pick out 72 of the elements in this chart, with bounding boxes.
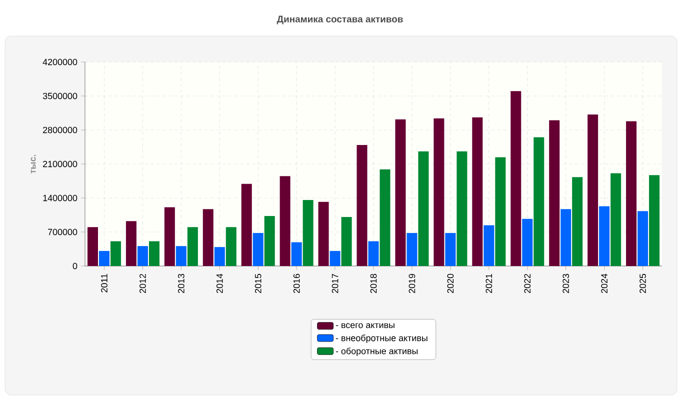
bar [202,209,214,266]
legend-label: - внеобротные активы [336,334,428,343]
x-tick-label: 2021 [486,274,492,294]
bar [456,151,468,266]
x-tick-label: 2018 [370,274,377,294]
bar [214,247,225,266]
bar [137,246,148,266]
y-tick-label: 700000 [48,228,78,236]
bar [318,202,329,266]
chart-title: Динамика состава активов [276,16,403,24]
bar [341,216,352,266]
y-tick-label: 1400000 [43,194,78,202]
x-tick-label: 2016 [293,274,300,294]
y-tick-label: 0 [72,262,78,270]
bar [176,246,186,266]
bar [588,114,598,266]
x-tick-label: 2013 [178,274,184,294]
bar [560,209,572,266]
bar [534,137,544,266]
x-tick-label: 2022 [524,274,531,294]
bar [241,184,252,266]
bar [110,241,121,266]
legend-label: - всего активы [336,323,394,328]
bar [98,250,110,266]
x-tick-label: 2025 [640,274,646,294]
bar [164,207,175,266]
x-tick-label: 2020 [447,274,454,294]
bar [445,232,456,266]
x-tick-label: 2012 [140,274,146,294]
x-tick-label: 2011 [101,274,108,292]
y-tick-label: 3500000 [42,92,78,100]
bar [572,177,583,266]
bar [252,232,264,266]
bar [280,176,290,266]
bar [302,200,314,266]
bar [434,118,444,266]
bar [226,227,236,266]
x-tick-label: 2024 [601,274,608,294]
bar [510,91,522,266]
bar [418,151,429,266]
bar [368,241,379,266]
bar [291,242,302,266]
y-tick-label: 4200000 [42,58,78,66]
x-tick-label: 2015 [254,274,262,294]
bar [330,250,340,266]
x-tick-label: 2019 [408,274,416,294]
bar [126,221,136,266]
bar [649,175,660,266]
bar [87,227,98,266]
y-axis-title: тыс. [30,154,36,174]
bar [522,218,533,266]
bar [380,169,390,266]
bar [610,173,622,266]
bar [484,225,494,266]
bar [148,241,160,266]
bar [356,145,368,266]
y-tick-label: 2800000 [43,126,78,134]
legend-label: - оборотные активы [336,348,418,356]
bar [264,216,275,266]
x-tick-label: 2023 [562,274,570,294]
bar [187,227,198,266]
bar [406,232,418,266]
bar [472,117,483,266]
x-tick-label: 2017 [332,274,338,294]
bar [638,211,648,266]
bar [549,120,560,266]
bar [395,119,406,266]
x-tick-label: 2014 [216,274,223,294]
bar [495,157,506,266]
y-tick-label: 2100000 [43,160,78,168]
bar [626,121,637,266]
bar [599,206,610,266]
